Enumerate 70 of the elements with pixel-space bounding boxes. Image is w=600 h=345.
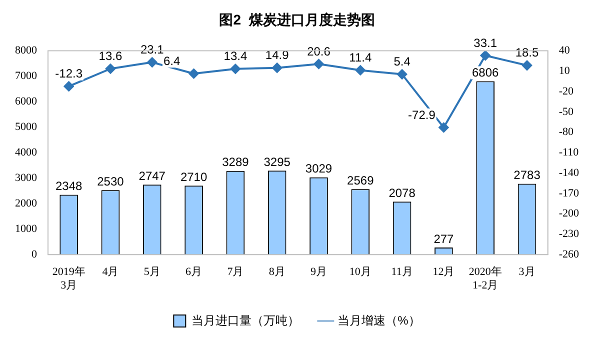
point bbox=[105, 64, 116, 74]
data-label: 2530 bbox=[97, 174, 124, 188]
data-label: 13.4 bbox=[224, 49, 248, 64]
y-tick-label: 2000 bbox=[15, 198, 38, 210]
point bbox=[355, 65, 366, 76]
x-tick-label: 9月 bbox=[310, 266, 327, 278]
point bbox=[64, 81, 74, 92]
point bbox=[230, 64, 240, 74]
y2-tick-label: -200 bbox=[558, 208, 580, 220]
data-label: 2710 bbox=[180, 170, 208, 184]
y2-tick-label: -260 bbox=[558, 248, 580, 260]
data-label: 6.4 bbox=[163, 54, 180, 68]
point bbox=[272, 62, 282, 73]
data-label: -12.3 bbox=[55, 66, 83, 81]
y2-tick-label: 10 bbox=[558, 65, 570, 78]
data-label: 3289 bbox=[222, 155, 250, 170]
y2-tick-label: -110 bbox=[558, 146, 580, 159]
data-label: 277 bbox=[434, 232, 454, 246]
y2-tick-label: -230 bbox=[558, 228, 580, 240]
chart-title: 图2 煤炭进口月度走势图 bbox=[219, 11, 375, 28]
data-label: 2783 bbox=[514, 168, 541, 182]
y-tick-label: 5000 bbox=[15, 121, 38, 134]
x-tick-label: 10月 bbox=[349, 266, 372, 278]
y-tick-label: 4000 bbox=[15, 146, 38, 159]
x-tick-label: 3月 bbox=[518, 266, 536, 278]
data-label: 6806 bbox=[472, 66, 500, 80]
point bbox=[147, 57, 158, 68]
data-label: 2747 bbox=[138, 168, 166, 183]
x-tick-label: 6月 bbox=[186, 266, 202, 278]
x-tick-label: 12月 bbox=[432, 266, 455, 278]
point bbox=[314, 58, 324, 69]
point bbox=[480, 50, 490, 60]
y-tick-label: 6000 bbox=[15, 96, 38, 108]
data-label: 18.5 bbox=[515, 46, 540, 60]
y-tick-label: 0 bbox=[32, 248, 38, 260]
y-tick-label: 8000 bbox=[15, 44, 38, 57]
legend-label: 当月进口量（万吨） bbox=[192, 313, 300, 328]
x-tick-label: 4月 bbox=[102, 266, 119, 278]
y2-tick-label: -80 bbox=[558, 126, 574, 138]
data-label: 11.4 bbox=[349, 50, 372, 65]
data-label: 33.1 bbox=[474, 36, 498, 50]
legend-label: 当月增速（%） bbox=[338, 313, 420, 328]
y2-tick-label: -140 bbox=[558, 166, 580, 179]
point bbox=[522, 60, 532, 70]
y-tick-label: 7000 bbox=[15, 70, 38, 82]
y2-tick-label: -170 bbox=[558, 187, 580, 200]
point bbox=[188, 68, 199, 79]
y-tick-label: 1000 bbox=[15, 223, 38, 236]
y2-tick-label: -50 bbox=[558, 106, 574, 118]
data-label: 5.4 bbox=[394, 54, 411, 69]
x-tick-label: 11月 bbox=[391, 266, 413, 278]
data-label: 3295 bbox=[264, 154, 291, 169]
x-tick-label: 8月 bbox=[268, 266, 286, 278]
x-tick-label: 2019年 3月 bbox=[52, 266, 86, 292]
point bbox=[438, 122, 449, 132]
data-label: 2348 bbox=[55, 179, 82, 194]
y2-tick-label: -20 bbox=[558, 85, 574, 98]
data-label: 2078 bbox=[388, 186, 416, 200]
point bbox=[397, 69, 408, 80]
x-tick-label: 7月 bbox=[227, 266, 244, 278]
data-label: 3029 bbox=[305, 162, 332, 176]
y-tick-label: 3000 bbox=[15, 172, 38, 184]
data-label: 14.9 bbox=[265, 48, 290, 62]
x-tick-label: 2020年 1-2月 bbox=[468, 266, 502, 292]
data-label: 2569 bbox=[347, 173, 374, 188]
data-label: 13.6 bbox=[98, 49, 122, 64]
x-tick-label: 5月 bbox=[144, 266, 160, 278]
y2-tick-label: 40 bbox=[558, 44, 570, 57]
data-label: -72.9 bbox=[408, 108, 436, 122]
data-label: 23.1 bbox=[140, 42, 164, 57]
